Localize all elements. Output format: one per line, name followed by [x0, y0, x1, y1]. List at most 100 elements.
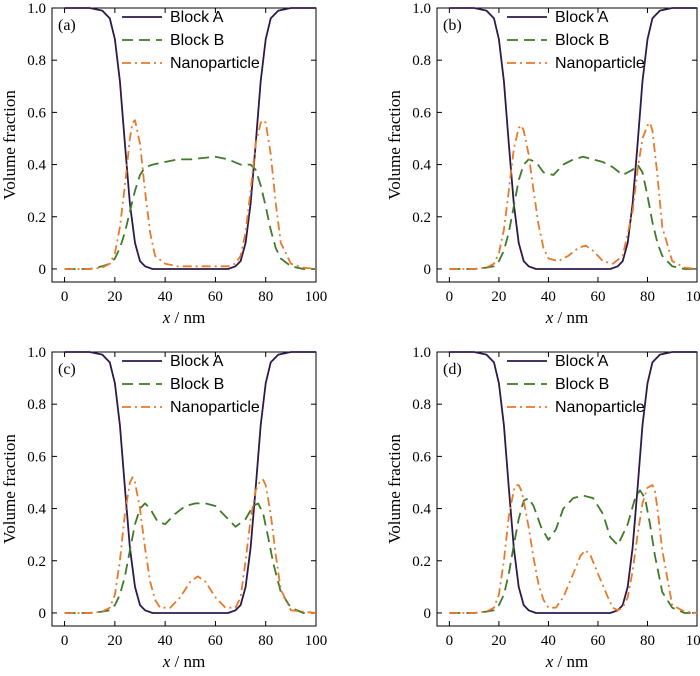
- series-line-nanoparticle: [449, 484, 698, 614]
- x-tick-label: 20: [107, 289, 122, 305]
- legend-label: Block A: [555, 9, 609, 26]
- x-tick-label: 40: [541, 289, 556, 305]
- legend-label: Nanoparticle: [170, 55, 260, 72]
- x-tick-label: 60: [208, 633, 223, 649]
- x-tick-label: 20: [107, 633, 122, 649]
- x-tick-label: 100: [305, 289, 328, 305]
- y-tick-label: 1.0: [412, 1, 431, 17]
- x-tick-label: 0: [61, 633, 69, 649]
- y-tick-label: 1.0: [27, 345, 46, 361]
- legend-label: Block B: [170, 32, 224, 49]
- y-tick-label: 0: [424, 262, 432, 278]
- x-axis-unit: / nm: [170, 652, 205, 671]
- chart-panel: 0 20 40 60 80 100 0 0.2 0.4 0.6 0.8 1.0 x / nm Volume…: [0, 1, 327, 327]
- y-axis-title: Volume fraction: [0, 90, 19, 200]
- y-tick-label: 0.6: [27, 449, 46, 465]
- plot-frame: [436, 7, 698, 283]
- y-axis-title: Volume fraction: [385, 90, 404, 200]
- series-line-block-a: [64, 7, 316, 270]
- x-tick-label: 20: [491, 633, 506, 649]
- legend-label: Block A: [170, 353, 224, 370]
- legend-label: Block B: [555, 376, 609, 393]
- y-tick-label: 0.8: [412, 53, 431, 69]
- x-tick-label: 100: [686, 633, 700, 649]
- legend-label: Block A: [170, 9, 224, 26]
- y-tick-label: 0.2: [27, 554, 46, 570]
- y-tick-label: 0.4: [27, 502, 46, 518]
- x-axis-title: x / nm: [162, 308, 206, 327]
- series-line-block-b: [64, 502, 316, 614]
- y-tick-label: 0.8: [412, 397, 431, 413]
- y-tick-label: 0.6: [27, 105, 46, 121]
- x-tick-label: 60: [208, 289, 223, 305]
- chart-panel: 0 20 40 60 80 100 0 0.2 0.4 0.6 0.8 1.0 x / nm Volume…: [0, 345, 327, 671]
- legend-label: Block A: [555, 353, 609, 370]
- y-tick-label: 0.8: [27, 53, 46, 69]
- x-tick-label: 80: [640, 633, 655, 649]
- plot-frame: [51, 7, 317, 283]
- y-tick-label: 0.4: [412, 158, 431, 174]
- y-tick-label: 0.2: [27, 210, 46, 226]
- x-axis-title: x / nm: [162, 652, 206, 671]
- x-tick-label: 0: [446, 633, 454, 649]
- legend-label: Nanoparticle: [555, 55, 645, 72]
- series-line-block-a: [449, 7, 697, 270]
- y-tick-label: 0.4: [27, 158, 46, 174]
- y-tick-label: 0: [39, 606, 47, 622]
- y-tick-label: 0.2: [412, 210, 431, 226]
- x-axis-unit: / nm: [170, 308, 205, 327]
- x-tick-label: 0: [61, 289, 69, 305]
- chart-panel: 0 20 40 60 80 100 0 0.2 0.4 0.6 0.8 1.0 x / nm Volume…: [385, 1, 700, 327]
- y-tick-label: 0: [424, 606, 432, 622]
- x-tick-label: 60: [590, 289, 605, 305]
- x-tick-label: 100: [686, 289, 700, 305]
- y-tick-label: 1.0: [27, 1, 46, 17]
- x-tick-label: 20: [491, 289, 506, 305]
- x-tick-label: 60: [590, 633, 605, 649]
- series-line-block-a: [64, 351, 316, 614]
- x-axis-variable: x: [162, 308, 171, 327]
- x-axis-unit: / nm: [553, 652, 588, 671]
- series-line-nanoparticle: [64, 119, 317, 270]
- series-line-nanoparticle: [64, 476, 317, 614]
- y-tick-label: 0.2: [412, 554, 431, 570]
- panel-label: (a): [58, 17, 76, 34]
- x-tick-label: 40: [158, 633, 173, 649]
- y-tick-label: 0.6: [412, 105, 431, 121]
- panel-label: (b): [443, 17, 462, 34]
- x-axis-title: x / nm: [545, 652, 589, 671]
- series-line-block-b: [449, 489, 697, 614]
- y-axis-title: Volume fraction: [385, 434, 404, 544]
- x-axis-variable: x: [545, 652, 554, 671]
- legend-label: Block B: [170, 376, 224, 393]
- panel-label: (c): [58, 361, 76, 378]
- legend-label: Nanoparticle: [555, 399, 645, 416]
- x-axis-variable: x: [545, 308, 554, 327]
- plot-frame: [51, 351, 317, 627]
- x-axis-title: x / nm: [545, 308, 589, 327]
- legend-label: Nanoparticle: [170, 399, 260, 416]
- x-tick-label: 40: [158, 289, 173, 305]
- y-tick-label: 0.6: [412, 449, 431, 465]
- x-tick-label: 80: [640, 289, 655, 305]
- x-tick-label: 80: [258, 633, 273, 649]
- y-tick-label: 1.0: [412, 345, 431, 361]
- y-tick-label: 0.8: [27, 397, 46, 413]
- y-tick-label: 0.4: [412, 502, 431, 518]
- y-tick-label: 0: [39, 262, 47, 278]
- plot-frame: [436, 351, 698, 627]
- x-axis-variable: x: [162, 652, 171, 671]
- series-line-block-a: [449, 351, 697, 614]
- panel-label: (d): [443, 361, 462, 378]
- series-line-nanoparticle: [449, 121, 698, 270]
- legend-label: Block B: [555, 32, 609, 49]
- x-tick-label: 100: [305, 633, 328, 649]
- series-line-block-b: [64, 155, 316, 270]
- y-axis-title: Volume fraction: [0, 434, 19, 544]
- x-tick-label: 40: [541, 633, 556, 649]
- series-line-block-b: [449, 155, 697, 270]
- x-tick-label: 80: [258, 289, 273, 305]
- chart-panel: 0 20 40 60 80 100 0 0.2 0.4 0.6 0.8 1.0 x / nm Volume…: [385, 345, 700, 671]
- x-axis-unit: / nm: [553, 308, 588, 327]
